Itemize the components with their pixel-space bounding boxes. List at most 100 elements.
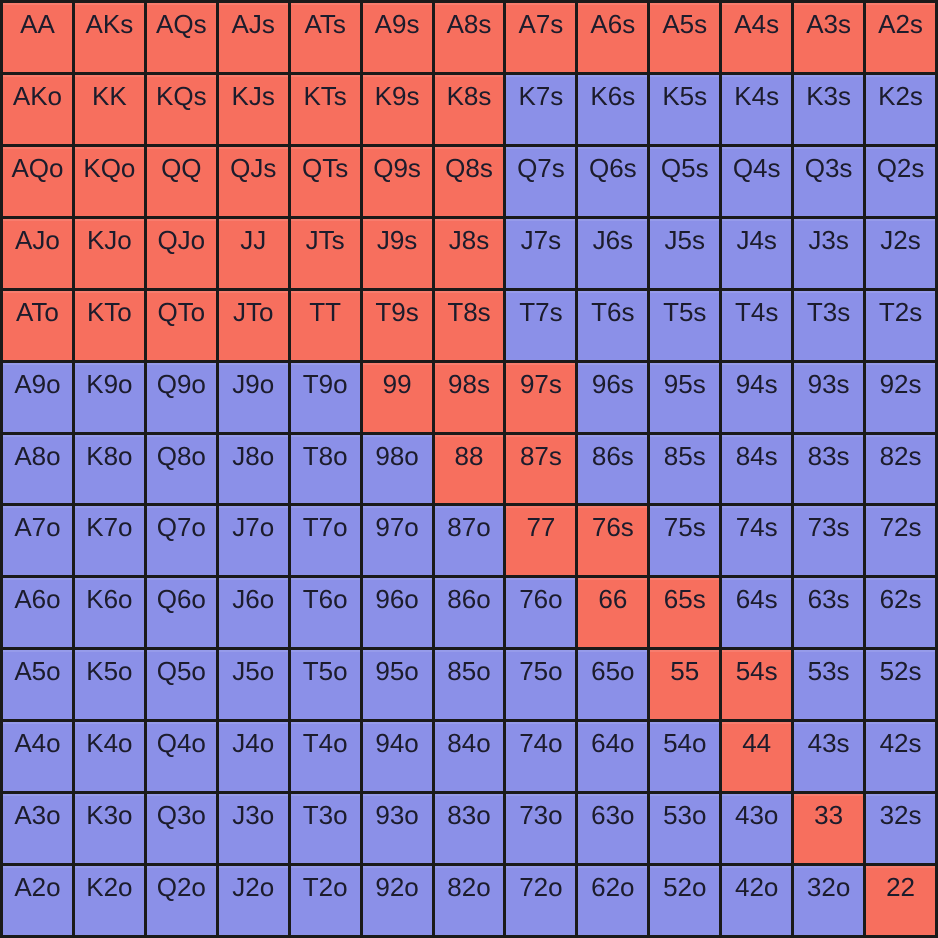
hand-cell-QTo[interactable]: QTo <box>146 290 216 360</box>
hand-cell-A8s[interactable]: A8s <box>434 3 504 72</box>
hand-cell-42s[interactable]: 42s <box>866 722 935 792</box>
hand-cell-T9s[interactable]: T9s <box>362 290 432 360</box>
hand-cell-Q6o[interactable]: Q6o <box>146 578 216 648</box>
hand-cell-K9s[interactable]: K9s <box>362 74 432 144</box>
hand-cell-92s[interactable]: 92s <box>866 362 935 432</box>
hand-cell-54o[interactable]: 54o <box>650 722 720 792</box>
hand-cell-82s[interactable]: 82s <box>866 434 935 504</box>
hand-cell-KJs[interactable]: KJs <box>218 74 288 144</box>
hand-cell-A6s[interactable]: A6s <box>578 3 648 72</box>
hand-cell-K8o[interactable]: K8o <box>74 434 144 504</box>
hand-cell-77[interactable]: 77 <box>506 506 576 576</box>
hand-cell-K7o[interactable]: K7o <box>74 506 144 576</box>
hand-cell-33[interactable]: 33 <box>794 794 864 864</box>
hand-cell-K2s[interactable]: K2s <box>866 74 935 144</box>
hand-cell-98o[interactable]: 98o <box>362 434 432 504</box>
hand-cell-32s[interactable]: 32s <box>866 794 935 864</box>
hand-cell-J4s[interactable]: J4s <box>722 218 792 288</box>
hand-cell-T4o[interactable]: T4o <box>290 722 360 792</box>
hand-cell-QJs[interactable]: QJs <box>218 146 288 216</box>
hand-cell-87o[interactable]: 87o <box>434 506 504 576</box>
hand-cell-55[interactable]: 55 <box>650 650 720 720</box>
hand-cell-75o[interactable]: 75o <box>506 650 576 720</box>
hand-cell-66[interactable]: 66 <box>578 578 648 648</box>
hand-cell-A6o[interactable]: A6o <box>3 578 72 648</box>
hand-cell-Q6s[interactable]: Q6s <box>578 146 648 216</box>
hand-cell-Q3o[interactable]: Q3o <box>146 794 216 864</box>
hand-cell-JTo[interactable]: JTo <box>218 290 288 360</box>
hand-cell-JJ[interactable]: JJ <box>218 218 288 288</box>
hand-cell-88[interactable]: 88 <box>434 434 504 504</box>
hand-cell-73o[interactable]: 73o <box>506 794 576 864</box>
hand-cell-ATs[interactable]: ATs <box>290 3 360 72</box>
hand-cell-Q4o[interactable]: Q4o <box>146 722 216 792</box>
hand-cell-87s[interactable]: 87s <box>506 434 576 504</box>
hand-cell-A4o[interactable]: A4o <box>3 722 72 792</box>
hand-cell-63s[interactable]: 63s <box>794 578 864 648</box>
hand-cell-K7s[interactable]: K7s <box>506 74 576 144</box>
hand-cell-22[interactable]: 22 <box>866 866 935 935</box>
hand-cell-83o[interactable]: 83o <box>434 794 504 864</box>
hand-cell-KTs[interactable]: KTs <box>290 74 360 144</box>
hand-cell-A9o[interactable]: A9o <box>3 362 72 432</box>
hand-cell-ATo[interactable]: ATo <box>3 290 72 360</box>
hand-cell-95s[interactable]: 95s <box>650 362 720 432</box>
hand-cell-A2o[interactable]: A2o <box>3 866 72 935</box>
hand-cell-K5o[interactable]: K5o <box>74 650 144 720</box>
hand-cell-QQ[interactable]: QQ <box>146 146 216 216</box>
hand-cell-T6s[interactable]: T6s <box>578 290 648 360</box>
hand-cell-AQo[interactable]: AQo <box>3 146 72 216</box>
hand-cell-TT[interactable]: TT <box>290 290 360 360</box>
hand-cell-T7s[interactable]: T7s <box>506 290 576 360</box>
hand-cell-53s[interactable]: 53s <box>794 650 864 720</box>
hand-cell-86o[interactable]: 86o <box>434 578 504 648</box>
hand-cell-73s[interactable]: 73s <box>794 506 864 576</box>
hand-cell-K6o[interactable]: K6o <box>74 578 144 648</box>
hand-cell-J7s[interactable]: J7s <box>506 218 576 288</box>
hand-cell-A4s[interactable]: A4s <box>722 3 792 72</box>
hand-cell-95o[interactable]: 95o <box>362 650 432 720</box>
hand-cell-62o[interactable]: 62o <box>578 866 648 935</box>
hand-cell-J5s[interactable]: J5s <box>650 218 720 288</box>
hand-cell-Q7s[interactable]: Q7s <box>506 146 576 216</box>
hand-cell-AQs[interactable]: AQs <box>146 3 216 72</box>
hand-cell-72s[interactable]: 72s <box>866 506 935 576</box>
hand-cell-Q8o[interactable]: Q8o <box>146 434 216 504</box>
hand-cell-52s[interactable]: 52s <box>866 650 935 720</box>
hand-cell-K6s[interactable]: K6s <box>578 74 648 144</box>
hand-cell-K2o[interactable]: K2o <box>74 866 144 935</box>
hand-cell-T3o[interactable]: T3o <box>290 794 360 864</box>
hand-cell-72o[interactable]: 72o <box>506 866 576 935</box>
hand-cell-J8s[interactable]: J8s <box>434 218 504 288</box>
hand-cell-97s[interactable]: 97s <box>506 362 576 432</box>
hand-cell-J6o[interactable]: J6o <box>218 578 288 648</box>
hand-cell-85s[interactable]: 85s <box>650 434 720 504</box>
hand-cell-AJs[interactable]: AJs <box>218 3 288 72</box>
hand-cell-QTs[interactable]: QTs <box>290 146 360 216</box>
hand-cell-J5o[interactable]: J5o <box>218 650 288 720</box>
hand-cell-KTo[interactable]: KTo <box>74 290 144 360</box>
hand-cell-53o[interactable]: 53o <box>650 794 720 864</box>
hand-cell-T6o[interactable]: T6o <box>290 578 360 648</box>
hand-cell-J2o[interactable]: J2o <box>218 866 288 935</box>
hand-cell-43o[interactable]: 43o <box>722 794 792 864</box>
hand-cell-Q9s[interactable]: Q9s <box>362 146 432 216</box>
hand-cell-Q8s[interactable]: Q8s <box>434 146 504 216</box>
hand-cell-94s[interactable]: 94s <box>722 362 792 432</box>
hand-cell-85o[interactable]: 85o <box>434 650 504 720</box>
hand-cell-A3o[interactable]: A3o <box>3 794 72 864</box>
hand-cell-74o[interactable]: 74o <box>506 722 576 792</box>
hand-cell-T3s[interactable]: T3s <box>794 290 864 360</box>
hand-cell-K9o[interactable]: K9o <box>74 362 144 432</box>
hand-cell-J6s[interactable]: J6s <box>578 218 648 288</box>
hand-cell-43s[interactable]: 43s <box>794 722 864 792</box>
hand-cell-T2s[interactable]: T2s <box>866 290 935 360</box>
hand-cell-A2s[interactable]: A2s <box>866 3 935 72</box>
hand-cell-93s[interactable]: 93s <box>794 362 864 432</box>
hand-cell-KQs[interactable]: KQs <box>146 74 216 144</box>
hand-cell-J2s[interactable]: J2s <box>866 218 935 288</box>
hand-cell-Q3s[interactable]: Q3s <box>794 146 864 216</box>
hand-cell-T9o[interactable]: T9o <box>290 362 360 432</box>
hand-cell-T2o[interactable]: T2o <box>290 866 360 935</box>
hand-cell-A9s[interactable]: A9s <box>362 3 432 72</box>
